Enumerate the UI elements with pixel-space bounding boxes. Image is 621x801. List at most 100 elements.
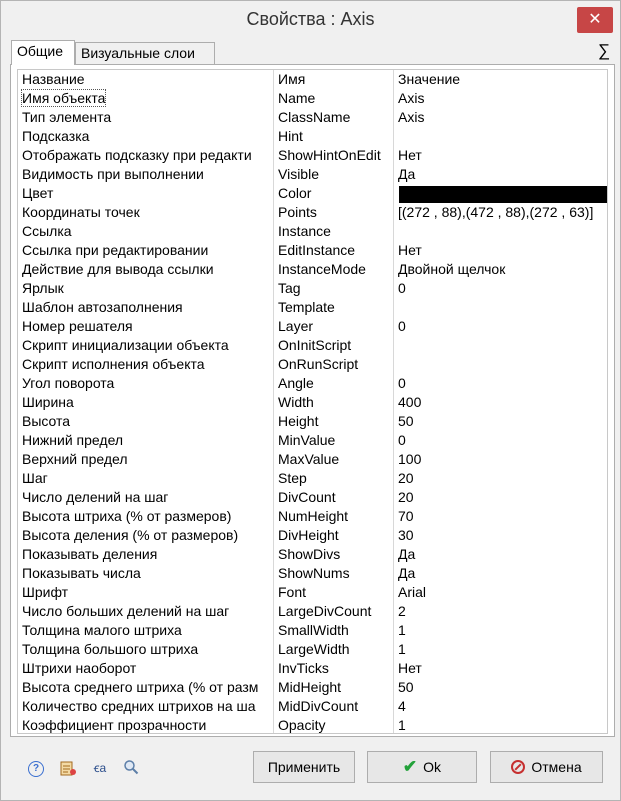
- property-row[interactable]: Координаты точек Points [(272 , 88),(472 ,…: [18, 203, 607, 222]
- property-title: Ширина: [18, 393, 273, 412]
- property-value[interactable]: 100: [393, 450, 607, 469]
- property-row[interactable]: Действие для вывода ссылки InstanceMode Дв…: [18, 260, 607, 279]
- property-row[interactable]: Число больших делений на шаг LargeDivCoun…: [18, 602, 607, 621]
- property-value[interactable]: Axis: [393, 89, 607, 108]
- property-value[interactable]: 70: [393, 507, 607, 526]
- close-button[interactable]: ✕: [577, 7, 613, 33]
- property-title-text: Толщина малого штриха: [22, 622, 182, 638]
- property-value[interactable]: Да: [393, 545, 607, 564]
- property-title-text: Показывать числа: [22, 565, 141, 581]
- property-value[interactable]: 400: [393, 393, 607, 412]
- property-row[interactable]: Скрипт инициализации объекта OnInitScript: [18, 336, 607, 355]
- property-title: Высота штриха (% от размеров): [18, 507, 273, 526]
- property-title-text: Толщина большого штриха: [22, 641, 199, 657]
- property-row[interactable]: Ссылка Instance: [18, 222, 607, 241]
- property-row[interactable]: Высота деления (% от размеров) DivHeight 3…: [18, 526, 607, 545]
- property-row[interactable]: Коэффициент прозрачности Opacity 1: [18, 716, 607, 733]
- property-value[interactable]: 0: [393, 431, 607, 450]
- property-value[interactable]: [(272 , 88),(472 , 88),(272 , 63)]: [393, 203, 607, 222]
- translit-icon[interactable]: ꞓa: [93, 761, 107, 775]
- property-value[interactable]: 4: [393, 697, 607, 716]
- property-name-text: MaxValue: [278, 451, 340, 467]
- property-row[interactable]: Верхний предел MaxValue 100: [18, 450, 607, 469]
- help-icon[interactable]: ?: [28, 761, 44, 777]
- apply-button[interactable]: Применить: [253, 751, 355, 783]
- property-name: LargeWidth: [273, 640, 393, 659]
- search-icon[interactable]: [122, 759, 140, 777]
- property-row[interactable]: Тип элемента ClassName Axis: [18, 108, 607, 127]
- property-title: Отображать подсказку при редакти: [18, 146, 273, 165]
- property-row[interactable]: Штрихи наоборот InvTicks Нет: [18, 659, 607, 678]
- property-value[interactable]: 0: [393, 317, 607, 336]
- property-title: Ярлык: [18, 279, 273, 298]
- property-value-text: Arial: [398, 584, 427, 600]
- property-value[interactable]: 30: [393, 526, 607, 545]
- property-value[interactable]: 1: [393, 716, 607, 733]
- property-value[interactable]: 1: [393, 640, 607, 659]
- property-value[interactable]: Нет: [393, 146, 607, 165]
- property-row[interactable]: Имя объекта Name Axis: [18, 89, 607, 108]
- property-value[interactable]: Да: [393, 165, 607, 184]
- property-name: Width: [273, 393, 393, 412]
- properties-icon[interactable]: [59, 759, 77, 777]
- property-row[interactable]: Показывать деления ShowDivs Да: [18, 545, 607, 564]
- property-row[interactable]: Подсказка Hint: [18, 127, 607, 146]
- property-row[interactable]: Показывать числа ShowNums Да: [18, 564, 607, 583]
- property-value[interactable]: 50: [393, 412, 607, 431]
- property-row[interactable]: Шаблон автозаполнения Template: [18, 298, 607, 317]
- property-name-text: SmallWidth: [278, 622, 349, 638]
- property-value[interactable]: [393, 336, 607, 355]
- property-value[interactable]: Да: [393, 564, 607, 583]
- property-row[interactable]: Номер решателя Layer 0: [18, 317, 607, 336]
- property-row[interactable]: Нижний предел MinValue 0: [18, 431, 607, 450]
- property-value[interactable]: Нет: [393, 659, 607, 678]
- property-row[interactable]: Высота Height 50: [18, 412, 607, 431]
- property-name-text: OnRunScript: [278, 356, 359, 372]
- color-swatch[interactable]: [399, 186, 607, 203]
- property-row[interactable]: Ссылка при редактировании EditInstance Нет: [18, 241, 607, 260]
- property-row[interactable]: Угол поворота Angle 0: [18, 374, 607, 393]
- property-row[interactable]: Шрифт Font Arial: [18, 583, 607, 602]
- property-row[interactable]: Толщина малого штриха SmallWidth 1: [18, 621, 607, 640]
- property-row[interactable]: Видимость при выполнении Visible Да: [18, 165, 607, 184]
- property-value[interactable]: [393, 222, 607, 241]
- property-name: EditInstance: [273, 241, 393, 260]
- property-row[interactable]: Высота штриха (% от размеров) NumHeight 70: [18, 507, 607, 526]
- property-value[interactable]: [393, 355, 607, 374]
- property-value[interactable]: [393, 298, 607, 317]
- property-value[interactable]: Axis: [393, 108, 607, 127]
- property-value[interactable]: 0: [393, 374, 607, 393]
- property-value[interactable]: 50: [393, 678, 607, 697]
- property-value[interactable]: 2: [393, 602, 607, 621]
- property-value[interactable]: Двойной щелчок: [393, 260, 607, 279]
- property-value[interactable]: Нет: [393, 241, 607, 260]
- property-name: ShowNums: [273, 564, 393, 583]
- property-row[interactable]: Толщина большого штриха LargeWidth 1: [18, 640, 607, 659]
- property-row[interactable]: Количество средних штрихов на ша MidDivCo…: [18, 697, 607, 716]
- property-title: Количество средних штрихов на ша: [18, 697, 273, 716]
- property-row[interactable]: Высота среднего штриха (% от разм MidHeig…: [18, 678, 607, 697]
- cancel-button[interactable]: Отмена: [490, 751, 603, 783]
- property-row[interactable]: Ярлык Tag 0: [18, 279, 607, 298]
- sigma-icon[interactable]: ∑: [597, 41, 611, 60]
- property-value[interactable]: 1: [393, 621, 607, 640]
- property-row[interactable]: Шаг Step 20: [18, 469, 607, 488]
- property-title-text: Ссылка при редактировании: [22, 242, 209, 258]
- property-value[interactable]: 20: [393, 469, 607, 488]
- property-value[interactable]: [393, 127, 607, 146]
- tab-visual-layers[interactable]: Визуальные слои: [75, 42, 215, 64]
- property-grid[interactable]: Название Имя Значение Имя объекта Name Axi…: [17, 69, 608, 734]
- ok-button[interactable]: ✔ Ok: [367, 751, 477, 783]
- property-row[interactable]: Отображать подсказку при редакти ShowHint…: [18, 146, 607, 165]
- property-row[interactable]: Число делений на шаг DivCount 20: [18, 488, 607, 507]
- property-row[interactable]: Ширина Width 400: [18, 393, 607, 412]
- property-value-text: Axis: [398, 90, 425, 106]
- property-value[interactable]: [393, 184, 607, 203]
- property-row[interactable]: Скрипт исполнения объекта OnRunScript: [18, 355, 607, 374]
- property-title-text: Угол поворота: [22, 375, 115, 391]
- tab-general[interactable]: Общие: [11, 40, 75, 65]
- property-value[interactable]: 20: [393, 488, 607, 507]
- property-value[interactable]: Arial: [393, 583, 607, 602]
- property-row[interactable]: Цвет Color: [18, 184, 607, 203]
- property-value[interactable]: 0: [393, 279, 607, 298]
